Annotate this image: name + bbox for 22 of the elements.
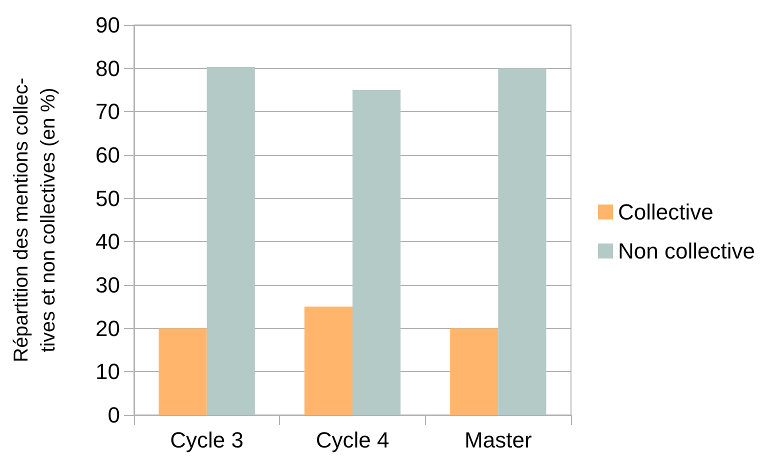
y-tick-label: 60	[96, 142, 120, 168]
y-tick-label: 70	[96, 99, 120, 124]
y-tick-label: 50	[96, 186, 120, 211]
y-tick-label: 80	[96, 56, 120, 81]
y-axis-title: Répartition des mentions collec- tives et non collectives (en %)	[10, 78, 60, 362]
x-tick-label: Cycle 3	[170, 428, 244, 452]
x-tick-label: Master	[464, 428, 532, 452]
bar	[158, 328, 207, 415]
bar	[450, 328, 498, 415]
bar	[206, 67, 255, 415]
y-tick-label: 10	[96, 359, 120, 384]
y-tick-label: 30	[96, 272, 120, 298]
y-tick-label: 0	[108, 402, 120, 428]
legend-label: Non collective	[618, 238, 755, 264]
y-tick-label: 90	[96, 12, 120, 38]
x-tick-label: Cycle 4	[316, 428, 390, 452]
y-tick-label: 20	[96, 316, 120, 341]
y-tick-label: 40	[96, 229, 120, 254]
legend-label: Collective	[618, 200, 714, 224]
bar	[352, 90, 401, 415]
bar	[498, 68, 546, 415]
bar	[304, 306, 352, 415]
